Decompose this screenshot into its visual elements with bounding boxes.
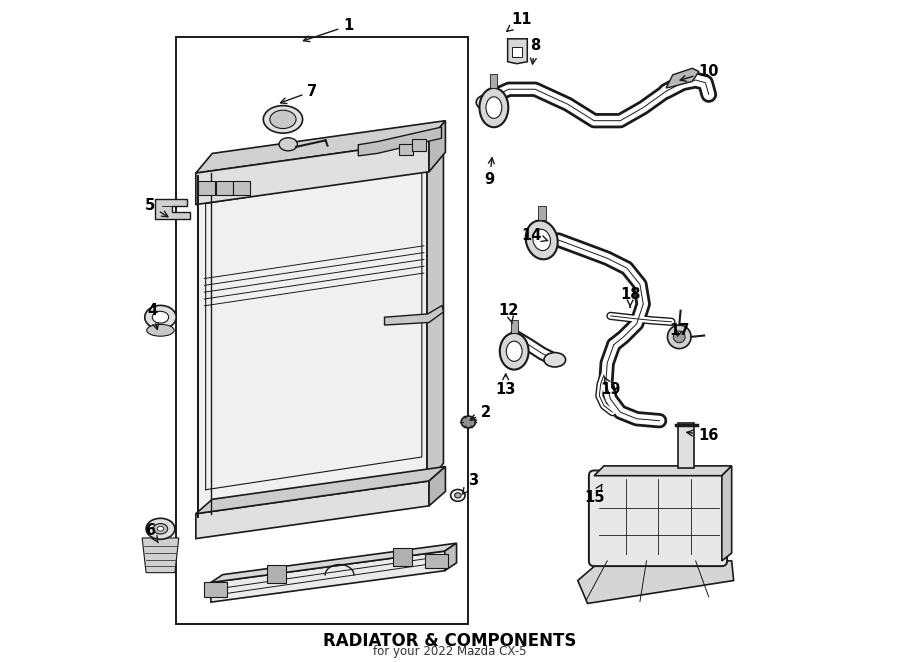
Text: 14: 14 [522, 228, 548, 243]
Bar [232, 181, 249, 195]
Text: 15: 15 [584, 485, 605, 505]
Text: 18: 18 [620, 287, 641, 307]
Ellipse shape [279, 138, 297, 151]
Text: for your 2022 Mazda CX-5: for your 2022 Mazda CX-5 [374, 645, 526, 658]
Polygon shape [428, 122, 444, 484]
Ellipse shape [486, 97, 502, 118]
Bar [510, 320, 518, 333]
Text: 1: 1 [303, 18, 354, 42]
Polygon shape [722, 466, 732, 561]
Ellipse shape [461, 416, 475, 428]
Ellipse shape [264, 106, 302, 133]
Ellipse shape [533, 229, 551, 251]
Bar [538, 207, 545, 220]
Text: 11: 11 [507, 12, 532, 32]
Polygon shape [358, 127, 442, 156]
Text: 2: 2 [470, 404, 491, 420]
Polygon shape [196, 140, 429, 205]
Polygon shape [196, 481, 429, 539]
Polygon shape [429, 120, 445, 171]
Ellipse shape [507, 341, 522, 361]
Ellipse shape [500, 333, 528, 369]
Ellipse shape [146, 518, 175, 540]
Polygon shape [155, 199, 190, 219]
Bar [176, 38, 468, 624]
Ellipse shape [158, 526, 164, 531]
Ellipse shape [476, 95, 500, 110]
Bar [267, 565, 285, 583]
Polygon shape [196, 467, 446, 514]
Text: 9: 9 [484, 158, 494, 187]
Text: 6: 6 [145, 522, 158, 543]
Text: 16: 16 [687, 428, 719, 443]
Text: RADIATOR & COMPONENTS: RADIATOR & COMPONENTS [323, 632, 577, 651]
Text: 3: 3 [463, 473, 478, 494]
Polygon shape [211, 544, 456, 583]
Polygon shape [666, 68, 699, 88]
Text: 8: 8 [530, 38, 540, 64]
Polygon shape [445, 544, 456, 571]
Polygon shape [142, 538, 179, 573]
Circle shape [668, 325, 691, 349]
Polygon shape [429, 467, 445, 506]
Ellipse shape [152, 311, 168, 323]
Bar [204, 583, 228, 597]
Polygon shape [578, 561, 734, 604]
Bar [412, 139, 427, 151]
Text: 19: 19 [600, 377, 621, 397]
Polygon shape [196, 120, 446, 173]
Text: 12: 12 [499, 303, 519, 324]
Bar [679, 423, 694, 468]
Ellipse shape [270, 110, 296, 128]
Ellipse shape [147, 324, 175, 336]
Bar [216, 181, 233, 195]
Text: 7: 7 [281, 83, 318, 103]
Ellipse shape [526, 220, 558, 260]
Polygon shape [594, 466, 732, 476]
Text: 4: 4 [147, 303, 158, 330]
Polygon shape [211, 551, 445, 602]
Text: 13: 13 [496, 374, 516, 397]
Bar [393, 547, 412, 566]
Text: 17: 17 [669, 323, 689, 338]
Circle shape [673, 331, 685, 343]
Ellipse shape [153, 524, 167, 534]
Polygon shape [508, 39, 527, 64]
Ellipse shape [544, 353, 565, 367]
Ellipse shape [145, 305, 176, 329]
Text: 10: 10 [680, 64, 719, 81]
Bar [199, 181, 215, 195]
Ellipse shape [454, 493, 461, 498]
Polygon shape [384, 305, 444, 325]
Polygon shape [198, 122, 444, 176]
FancyBboxPatch shape [589, 471, 727, 566]
Bar [399, 144, 413, 156]
Bar [491, 74, 498, 88]
Text: 5: 5 [145, 199, 168, 216]
Ellipse shape [480, 88, 508, 127]
Bar [425, 553, 448, 568]
Polygon shape [198, 144, 428, 517]
Bar [511, 46, 522, 57]
